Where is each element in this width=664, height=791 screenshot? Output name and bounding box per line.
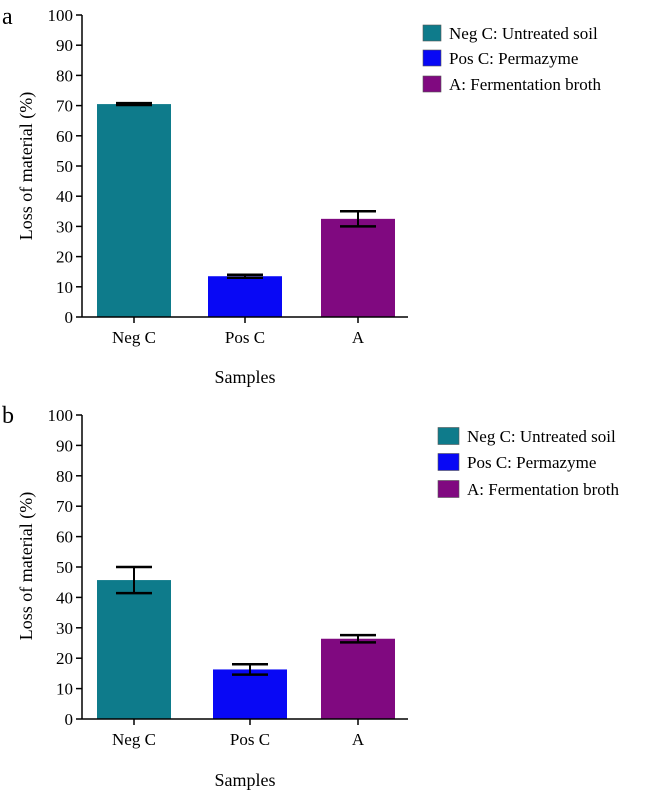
y-axis-title-a: Loss of material (%) [16,92,37,240]
y-tick-label-a-2: 20 [56,248,73,267]
y-tick-label-b-0: 0 [65,710,74,729]
legend-label-b-2: A: Fermentation broth [467,480,620,499]
bars-b [97,580,395,719]
y-tick-label-b-9: 90 [56,436,73,455]
x-tick-label-a-1: Pos C [225,328,265,347]
y-tick-label-b-8: 80 [56,467,73,486]
error-bar-a-0 [116,101,152,107]
x-tick-label-b-1: Pos C [230,730,270,749]
legend-swatch-b-0 [437,427,460,445]
y-tick-label-b-4: 40 [56,588,73,607]
panel-label-a: a [2,4,13,30]
error-bars-b [116,565,376,676]
y-tick-label-a-5: 50 [56,157,73,176]
x-tick-label-b-2: A [352,730,365,749]
chart-panel-b: b Loss of material (%) Samples 0 10 20 30 40… [2,403,620,790]
bar-a-2 [321,218,395,317]
y-tick-label-a-6: 60 [56,127,73,146]
x-axis-title-a: Samples [215,367,276,387]
y-tick-label-b-2: 20 [56,649,73,668]
y-tick-label-a-8: 80 [56,66,73,85]
y-tick-label-a-7: 70 [56,97,73,116]
y-tick-label-b-1: 10 [56,680,73,699]
axes-a [76,14,408,323]
error-bar-a-2 [340,210,376,228]
legend-item-b-0: Neg C: Untreated soil [437,427,616,446]
y-axis-title-b: Loss of material (%) [16,492,37,640]
legend-a: Neg C: Untreated soil Pos C: Permazyme A: … [422,24,602,94]
y-tick-label-a-0: 0 [65,308,74,327]
y-tick-label-a-4: 40 [56,187,73,206]
x-tick-label-b-0: Neg C [112,730,156,749]
legend-swatch-a-2 [422,75,442,93]
y-tick-label-a-1: 10 [56,278,73,297]
bar-a-1 [208,276,282,317]
axes-b [76,414,408,725]
bar-b-1 [213,669,287,719]
legend-item-a-1: Pos C: Permazyme [422,49,578,68]
x-axis-title-b: Samples [215,770,276,790]
bar-a-0 [97,104,171,317]
legend-item-a-2: A: Fermentation broth [422,75,602,94]
legend-swatch-a-0 [422,24,442,42]
panel-label-b: b [2,403,14,429]
bar-b-2 [321,638,395,719]
legend-swatch-b-2 [437,480,460,498]
y-tick-label-b-3: 30 [56,619,73,638]
y-tick-label-a-3: 30 [56,217,73,236]
error-bar-b-2 [340,633,376,644]
chart-panel-a: a Loss of material (%) Samples 0 10 20 30 40… [2,4,602,387]
y-tick-labels-b: 0 10 20 30 40 50 60 70 80 90 100 [48,406,74,729]
legend-label-a-0: Neg C: Untreated soil [449,24,598,43]
bars-a [97,104,395,317]
error-bar-a-1 [227,273,263,279]
y-tick-label-b-6: 60 [56,528,73,547]
legend-item-b-1: Pos C: Permazyme [437,453,596,472]
x-tick-labels-b: Neg C Pos C A [112,730,365,749]
x-tick-labels-a: Neg C Pos C A [112,328,365,347]
x-tick-label-a-0: Neg C [112,328,156,347]
legend-item-b-2: A: Fermentation broth [437,480,620,499]
error-bars-a [116,101,376,279]
y-tick-label-b-10: 100 [48,406,74,425]
y-tick-label-a-9: 90 [56,36,73,55]
error-bar-b-1 [232,663,268,676]
y-tick-labels-a: 0 10 20 30 40 50 60 70 80 90 100 [48,6,74,327]
legend-swatch-a-1 [422,49,442,67]
legend-label-a-2: A: Fermentation broth [449,75,602,94]
legend-label-b-1: Pos C: Permazyme [467,453,596,472]
legend-label-a-1: Pos C: Permazyme [449,49,578,68]
y-tick-label-a-10: 100 [48,6,74,25]
y-tick-label-b-7: 70 [56,497,73,516]
x-tick-label-a-2: A [352,328,365,347]
legend-label-b-0: Neg C: Untreated soil [467,427,616,446]
bar-b-0 [97,580,171,719]
y-tick-label-b-5: 50 [56,558,73,577]
legend-b: Neg C: Untreated soil Pos C: Permazyme A: … [437,427,620,499]
error-bar-b-0 [116,565,152,595]
legend-item-a-0: Neg C: Untreated soil [422,24,598,43]
legend-swatch-b-1 [437,453,460,471]
